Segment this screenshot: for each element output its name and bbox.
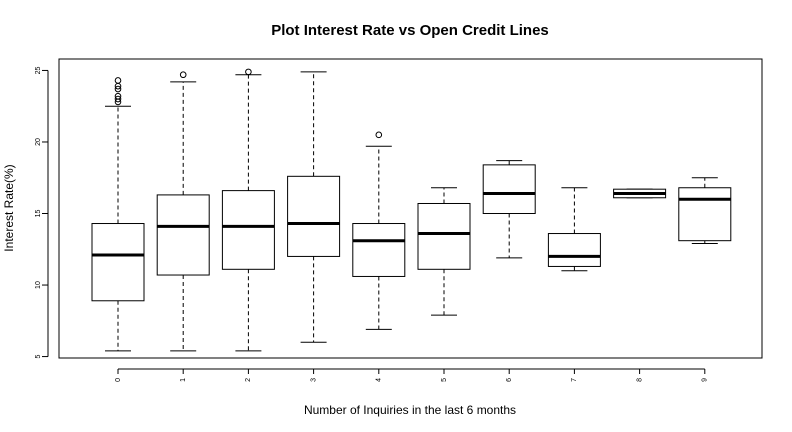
- outlier-point: [179, 71, 187, 79]
- box-body: [482, 164, 536, 215]
- box-2: [221, 68, 275, 352]
- x-tick-label: 4: [376, 378, 383, 382]
- y-axis: 5 10 15 20 25: [35, 66, 49, 359]
- outlier-point: [114, 92, 122, 100]
- box-4: [352, 131, 406, 330]
- y-tick-label: 10: [35, 281, 42, 289]
- x-tick-label: 8: [636, 378, 643, 382]
- box-body: [417, 202, 471, 270]
- x-axis: 0 1 2 3 4 5 6 7 8 9: [115, 368, 709, 382]
- plot-frame: [58, 58, 763, 359]
- box-8: [613, 188, 667, 199]
- box-body: [352, 223, 406, 277]
- x-tick-label: 3: [310, 378, 317, 382]
- x-axis-label: Number of Inquiries in the last 6 months: [304, 403, 516, 417]
- y-axis-label: Interest Rate(%): [2, 164, 16, 251]
- x-tick-label: 7: [571, 378, 578, 382]
- chart-title: Plot Interest Rate vs Open Credit Lines: [271, 22, 549, 39]
- outlier-point: [114, 95, 122, 103]
- box-1: [156, 71, 210, 352]
- box-5: [417, 187, 471, 316]
- x-tick-label: 0: [115, 378, 122, 382]
- x-tick-label: 1: [180, 378, 187, 382]
- outlier-point: [114, 77, 122, 84]
- outlier-point: [375, 131, 383, 139]
- box-3: [287, 71, 341, 343]
- box-7: [547, 187, 601, 272]
- box-body: [221, 190, 275, 270]
- outlier-point: [245, 68, 252, 76]
- box-9: [678, 177, 732, 245]
- y-tick-label: 5: [35, 355, 42, 359]
- x-tick-label: 5: [441, 378, 448, 382]
- y-tick-label: 15: [35, 210, 42, 218]
- box-body: [547, 233, 601, 267]
- box-body: [287, 175, 341, 257]
- y-tick-label: 25: [35, 66, 42, 74]
- x-tick-label: 6: [506, 378, 513, 382]
- box-series: [91, 68, 732, 352]
- box-6: [482, 160, 536, 259]
- x-tick-label: 2: [245, 378, 252, 382]
- x-tick-label: 9: [702, 378, 709, 382]
- box-body: [156, 194, 210, 276]
- outlier-point: [114, 85, 122, 93]
- box-body: [91, 223, 145, 302]
- box-body: [678, 187, 732, 242]
- y-tick-label: 20: [35, 138, 42, 146]
- box-0: [91, 77, 145, 352]
